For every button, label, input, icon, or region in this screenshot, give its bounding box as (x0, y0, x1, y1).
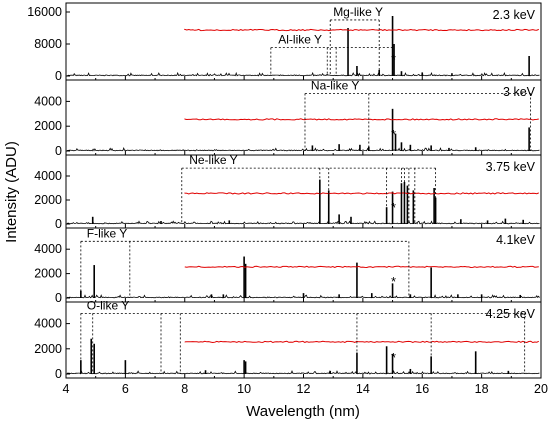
overlay-line (184, 28, 539, 32)
x-tick-label: 10 (237, 382, 251, 396)
x-tick-label: 6 (122, 382, 129, 396)
ion-band-1: Na-like Y (304, 79, 532, 151)
x-tick-label: 16 (415, 382, 429, 396)
energy-label: 4.25 keV (486, 307, 536, 321)
spectrum-panel-3: 0 2000 4000 Ne-like Y 3.75 keV * (34, 153, 542, 231)
spectrum-panel-1: 0 8000 16000 Mg-like Y Al-like Y 2.3 keV * (27, 2, 542, 83)
y-tick-label: 0 (55, 367, 62, 381)
y-tick-label: 0 (55, 217, 62, 231)
spectrum-panel-5: 0 2000 4000 O-like Y 4.25 keV * (34, 298, 542, 381)
y-tick-label: 8000 (34, 37, 62, 51)
y-tick-label: 4000 (34, 94, 62, 108)
y-tick-label: 0 (55, 69, 62, 83)
ion-band-1: F-like Y (80, 226, 410, 298)
spectrum-noise (66, 71, 540, 77)
x-tick-label: 8 (181, 382, 188, 396)
x-tick-label: 20 (534, 382, 548, 396)
star-marker: * (391, 52, 396, 67)
overlay-line (184, 340, 540, 344)
y-tick-label: 2000 (34, 342, 62, 356)
star-marker: * (391, 350, 396, 365)
star-marker: * (391, 200, 396, 215)
spectrum-panel-2: 0 2000 4000 Na-like Y 3 keV * (34, 79, 542, 158)
ion-label: Al-like Y (278, 33, 322, 47)
ion-band-2: Al-like Y (270, 33, 393, 76)
overlay-line (184, 118, 539, 121)
y-tick-label: 0 (55, 291, 62, 305)
spectrum-panel-4: 0 2000 4000 F-like Y 4.1keV * (34, 226, 542, 305)
x-tick-label: 14 (356, 382, 370, 396)
spectrum-noise (66, 146, 540, 152)
spectrum-noise (66, 220, 540, 225)
y-tick-label: 4000 (34, 169, 62, 183)
y-tick-label: 4000 (34, 317, 62, 331)
y-tick-label: 16000 (27, 5, 62, 19)
x-tick-label: 18 (475, 382, 489, 396)
ion-label: O-like Y (87, 298, 129, 312)
ion-label: Ne-like Y (189, 153, 237, 167)
y-tick-label: 2000 (34, 193, 62, 207)
star-marker: * (391, 274, 396, 289)
ion-band-1: O-like Y (80, 298, 526, 374)
ion-band-1: Ne-like Y (181, 153, 437, 224)
energy-label: 3 keV (503, 85, 536, 99)
star-marker: * (391, 127, 396, 142)
overlay-line (184, 192, 539, 195)
ion-label: Na-like Y (311, 79, 359, 93)
y-tick-label: 4000 (34, 242, 62, 256)
energy-label: 4.1keV (496, 233, 536, 247)
y-tick-label: 2000 (34, 267, 62, 281)
panel-frame (65, 154, 542, 229)
panel-frame (65, 227, 542, 303)
energy-label: 3.75 keV (486, 160, 536, 174)
x-tick-label: 4 (63, 382, 70, 396)
y-tick-label: 0 (55, 144, 62, 158)
energy-label: 2.3 keV (493, 8, 536, 22)
ion-label: Mg-like Y (333, 5, 383, 19)
spectrum-noise (66, 370, 540, 375)
ion-band-1: Mg-like Y (329, 5, 383, 76)
overlay-line (184, 265, 539, 269)
ion-label: F-like Y (87, 226, 127, 240)
y-axis-title: Intensity (ADU) (3, 141, 20, 243)
x-axis-title: Wavelength (nm) (246, 403, 360, 420)
y-tick-label: 2000 (34, 119, 62, 133)
x-tick-label: 12 (297, 382, 311, 396)
panel-frame (65, 79, 542, 156)
